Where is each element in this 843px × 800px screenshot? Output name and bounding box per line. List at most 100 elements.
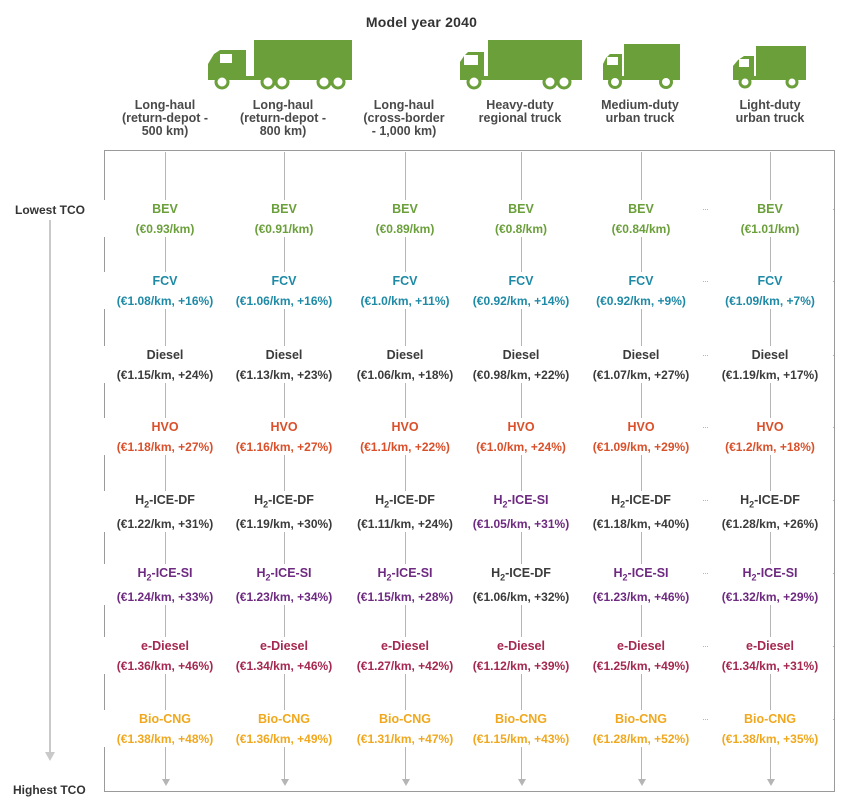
cost-label: (€1.23/km, +34%) xyxy=(235,589,333,604)
technology-label: H2-ICE-DF xyxy=(736,493,804,513)
technology-label: Diesel xyxy=(498,348,544,363)
technology-label: Bio-CNG xyxy=(253,712,315,727)
ranking-cell: H2-ICE-DF (€1.28/km, +26%) xyxy=(708,491,832,532)
cost-label: (€0.8/km) xyxy=(494,222,548,236)
column-header-long-haul-800: Long-haul (return-depot -800 km) xyxy=(239,98,327,138)
technology-label: H2-ICE-SI xyxy=(373,566,437,586)
column-header-medium-duty-urban: Medium-duty urban truck xyxy=(601,98,679,125)
long-haul-tractor-trailer-icon xyxy=(208,40,352,90)
technology-label: FCV xyxy=(148,274,182,289)
ranking-cell: FCV (€1.09/km, +7%) xyxy=(708,272,832,309)
column-line xyxy=(521,152,522,780)
column-line xyxy=(405,152,406,780)
tco-axis-arrow-icon xyxy=(45,752,55,761)
cost-label: (€1.28/km, +26%) xyxy=(721,516,819,531)
cost-label: (€1.05/km, +31%) xyxy=(472,516,570,531)
ranking-cell: HVO (€1.0/km, +24%) xyxy=(459,418,583,455)
technology-label: e-Diesel xyxy=(742,639,798,654)
technology-label: BEV xyxy=(148,202,182,217)
technology-label: H2-ICE-DF xyxy=(250,493,318,513)
technology-label: Bio-CNG xyxy=(134,712,196,727)
technology-label: FCV xyxy=(753,274,787,289)
cost-label: (€1.09/km, +7%) xyxy=(725,294,815,308)
ranking-cell: FCV (€0.92/km, +14%) xyxy=(459,272,583,309)
ranking-cell: BEV (€1.01/km) xyxy=(708,200,832,237)
ranking-cell: Diesel (€1.15/km, +24%) xyxy=(103,346,227,383)
technology-label: H2-ICE-DF xyxy=(371,493,439,513)
ranking-cell: H2-ICE-SI (€1.23/km, +46%) xyxy=(579,564,703,605)
technology-label: Bio-CNG xyxy=(610,712,672,727)
technology-label: FCV xyxy=(388,274,422,289)
cost-label: (€1.16/km, +27%) xyxy=(235,440,333,454)
column-arrow-icon xyxy=(280,779,289,786)
ranking-cell: Bio-CNG (€1.36/km, +49%) xyxy=(222,710,346,747)
ranking-cell: H2-ICE-SI (€1.24/km, +33%) xyxy=(103,564,227,605)
ranking-cell: HVO (€1.1/km, +22%) xyxy=(343,418,467,455)
ranking-cell: H2-ICE-DF (€1.11/km, +24%) xyxy=(343,491,467,532)
ranking-cell: Bio-CNG (€1.28/km, +52%) xyxy=(579,710,703,747)
technology-label: FCV xyxy=(504,274,538,289)
ranking-cell: e-Diesel (€1.12/km, +39%) xyxy=(459,637,583,674)
technology-label: Bio-CNG xyxy=(374,712,436,727)
column-line xyxy=(165,152,166,780)
ranking-cell: H2-ICE-SI (€1.23/km, +34%) xyxy=(222,564,346,605)
ranking-cell: FCV (€1.0/km, +11%) xyxy=(343,272,467,309)
technology-label: H2-ICE-SI xyxy=(609,566,673,586)
ranking-cell: Diesel (€1.06/km, +18%) xyxy=(343,346,467,383)
tco-axis-line xyxy=(49,220,51,755)
cost-label: (€1.1/km, +22%) xyxy=(360,440,450,454)
cost-label: (€0.92/km, +14%) xyxy=(472,294,570,308)
cost-label: (€1.0/km, +24%) xyxy=(476,440,566,454)
cost-label: (€1.19/km, +17%) xyxy=(721,368,819,382)
technology-label: Bio-CNG xyxy=(490,712,552,727)
medium-duty-truck-icon xyxy=(603,44,680,89)
ranking-cell: HVO (€1.18/km, +27%) xyxy=(103,418,227,455)
technology-label: HVO xyxy=(147,420,183,435)
technology-label: Diesel xyxy=(142,348,188,363)
cost-label: (€1.27/km, +42%) xyxy=(356,659,454,673)
technology-label: BEV xyxy=(753,202,787,217)
ranking-cell: Diesel (€1.19/km, +17%) xyxy=(708,346,832,383)
column-arrow-icon xyxy=(637,779,646,786)
technology-label: H2-ICE-SI xyxy=(252,566,316,586)
technology-label: BEV xyxy=(267,202,301,217)
technology-label: e-Diesel xyxy=(377,639,433,654)
ranking-cell: H2-ICE-SI (€1.05/km, +31%) xyxy=(459,491,583,532)
ranking-cell: Diesel (€1.13/km, +23%) xyxy=(222,346,346,383)
cost-label: (€1.12/km, +39%) xyxy=(472,659,570,673)
cost-label: (€0.93/km) xyxy=(135,222,195,236)
technology-label: e-Diesel xyxy=(613,639,669,654)
cost-label: (€1.32/km, +29%) xyxy=(721,589,819,604)
ranking-cell: FCV (€1.08/km, +16%) xyxy=(103,272,227,309)
column-arrow-icon xyxy=(517,779,526,786)
column-header-heavy-duty-regional: Heavy-duty regional truck xyxy=(478,98,562,125)
light-duty-truck-icon xyxy=(733,46,806,89)
cost-label: (€1.31/km, +47%) xyxy=(356,732,454,746)
technology-label: H2-ICE-SI xyxy=(133,566,197,586)
cost-label: (€1.34/km, +31%) xyxy=(721,659,819,673)
ranking-grid xyxy=(104,150,835,792)
cost-label: (€1.22/km, +31%) xyxy=(116,516,214,531)
technology-label: FCV xyxy=(267,274,301,289)
cost-label: (€1.09/km, +29%) xyxy=(592,440,690,454)
technology-label: H2-ICE-DF xyxy=(131,493,199,513)
cost-label: (€1.07/km, +27%) xyxy=(592,368,690,382)
cost-label: (€1.06/km, +16%) xyxy=(235,294,333,308)
ranking-cell: Diesel (€1.07/km, +27%) xyxy=(579,346,703,383)
ranking-cell: e-Diesel (€1.34/km, +46%) xyxy=(222,637,346,674)
cost-label: (€0.92/km, +9%) xyxy=(596,294,686,308)
cost-label: (€1.2/km, +18%) xyxy=(725,440,815,454)
ranking-cell: HVO (€1.09/km, +29%) xyxy=(579,418,703,455)
ranking-cell: Diesel (€0.98/km, +22%) xyxy=(459,346,583,383)
column-arrow-icon xyxy=(401,779,410,786)
cost-label: (€1.15/km, +43%) xyxy=(472,732,570,746)
technology-label: e-Diesel xyxy=(137,639,193,654)
ranking-cell: BEV (€0.8/km) xyxy=(459,200,583,237)
cost-label: (€0.89/km) xyxy=(375,222,435,236)
cost-label: (€1.08/km, +16%) xyxy=(116,294,214,308)
technology-label: e-Diesel xyxy=(493,639,549,654)
cost-label: (€1.0/km, +11%) xyxy=(360,294,450,308)
cost-label: (€1.15/km, +28%) xyxy=(356,589,454,604)
column-line xyxy=(284,152,285,780)
technology-label: H2-ICE-SI xyxy=(738,566,802,586)
